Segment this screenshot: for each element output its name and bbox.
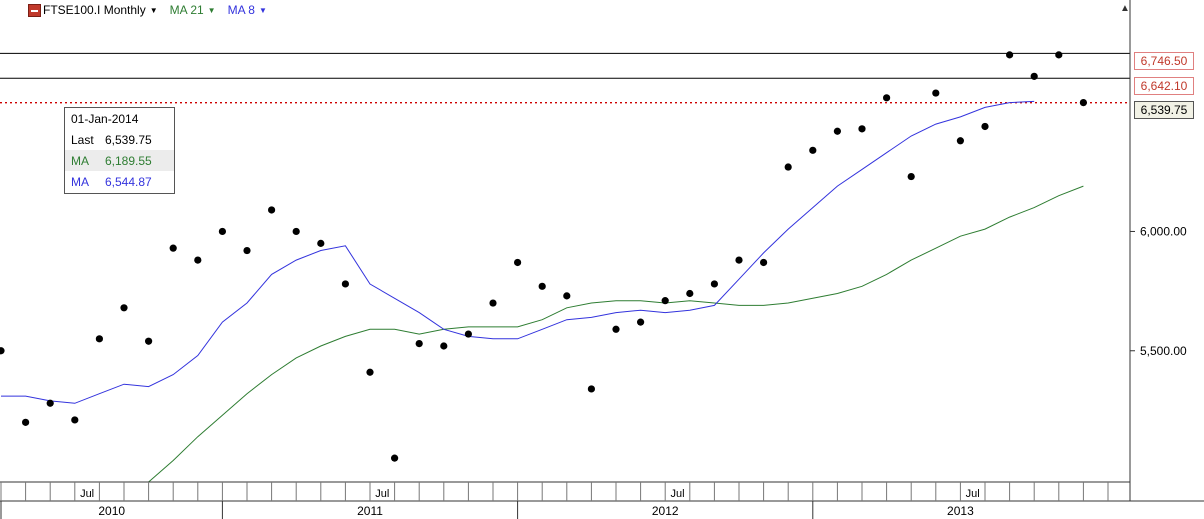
price-dot (1055, 51, 1063, 59)
price-tag-high: 6,746.50 (1134, 52, 1194, 70)
ma21-line (148, 185, 1084, 483)
grid-lines (0, 52, 1130, 104)
price-dot (1006, 51, 1014, 59)
price-dot (391, 454, 399, 462)
chart-symbol-icon (28, 3, 41, 17)
info-date: 01-Jan-2014 (71, 111, 139, 126)
ma21-series (148, 185, 1084, 483)
info-last-label: Last (71, 132, 94, 147)
price-dot (440, 342, 448, 350)
price-dot (95, 335, 103, 343)
price-dot (169, 244, 177, 252)
ma8-series (1, 100, 1035, 404)
price-dot (514, 258, 522, 267)
price-dot (563, 292, 571, 300)
y-tick-label: 6,000.00 (1140, 224, 1187, 238)
price-dot (587, 385, 596, 393)
expand-panel-icon[interactable]: ▲ (1120, 3, 1130, 14)
y-axis: 5,500.00 6,000.00 (1129, 0, 1187, 501)
ma21-label: MA 21 (169, 3, 204, 17)
price-dot (784, 163, 792, 171)
price-dot (489, 299, 497, 307)
price-dot (833, 127, 842, 135)
caret-down-icon: ▼ (258, 5, 267, 15)
caret-down-icon: ▼ (207, 5, 216, 15)
price-dot (194, 256, 202, 264)
price-dot (243, 246, 251, 255)
price-dot (415, 340, 423, 348)
price-dot (981, 122, 989, 131)
price-dot (710, 280, 719, 288)
price-dot (292, 227, 300, 236)
symbol-label: FTSE100.I Monthly (43, 3, 146, 17)
price-dot (1079, 99, 1087, 107)
info-ma8-label: MA (71, 174, 89, 189)
price-dot (0, 347, 5, 355)
x-month-label: Jul (966, 488, 980, 500)
price-dot (858, 125, 866, 133)
x-axis: Jul Jul Jul Jul 2010 2011 2012 2013 (0, 481, 1204, 519)
price-dot (735, 256, 743, 264)
info-date-row: 01-Jan-2014 (65, 108, 174, 129)
chart-toolbar: FTSE100.I Monthly ▼ MA 21 ▼ MA 8 ▼ (0, 0, 1130, 20)
info-ma21-value: 6,189.55 (105, 153, 152, 168)
info-ma8-row: MA 6,544.87 (65, 171, 174, 192)
price-dot (907, 172, 915, 181)
ma8-label: MA 8 (227, 3, 255, 17)
price-dot (538, 282, 546, 290)
info-ma21-row: MA 6,189.55 (65, 150, 174, 171)
info-last-row: Last 6,539.75 (65, 129, 174, 150)
x-month-label: Jul (670, 488, 684, 500)
price-dot (341, 280, 349, 288)
ma8-menu[interactable]: MA 8 ▼ (228, 3, 267, 17)
price-dot (661, 297, 669, 305)
x-month-label: Jul (80, 488, 94, 500)
price-dot (120, 304, 128, 312)
price-dot (686, 289, 694, 298)
info-last-value: 6,539.75 (105, 132, 152, 147)
ma21-menu[interactable]: MA 21 ▼ (170, 3, 216, 17)
price-dot (71, 416, 79, 424)
price-dot (366, 368, 374, 376)
x-month-label: Jul (375, 488, 389, 500)
price-dot (145, 337, 153, 345)
crosshair-info-box: 01-Jan-2014 Last 6,539.75 MA 6,189.55 MA… (64, 107, 175, 194)
price-dot (1030, 72, 1038, 80)
x-year-label: 2010 (98, 504, 125, 518)
price-dot (218, 227, 226, 236)
x-year-label: 2012 (652, 504, 679, 518)
price-dot (809, 146, 817, 154)
price-dot (883, 94, 891, 102)
info-ma21-label: MA (71, 153, 89, 168)
price-dot (268, 206, 276, 214)
x-year-label: 2011 (357, 504, 383, 518)
price-dot (317, 239, 325, 247)
price-tag-last: 6,539.75 (1134, 101, 1194, 119)
y-tick-label: 5,500.00 (1140, 344, 1187, 358)
price-dot (760, 258, 768, 267)
price-dot (637, 318, 645, 326)
price-dot (932, 89, 940, 97)
caret-down-icon: ▼ (149, 5, 158, 15)
info-ma8-value: 6,544.87 (105, 174, 152, 189)
price-dot (612, 325, 620, 333)
x-year-label: 2013 (947, 504, 974, 518)
price-dots (0, 51, 1087, 462)
price-dot (956, 137, 965, 145)
price-dot (464, 330, 472, 338)
price-tag-mid: 6,642.10 (1134, 77, 1194, 95)
symbol-menu[interactable]: FTSE100.I Monthly ▼ (43, 3, 158, 17)
price-dot (22, 418, 30, 426)
price-dot (46, 399, 54, 407)
ma8-line (1, 100, 1035, 404)
